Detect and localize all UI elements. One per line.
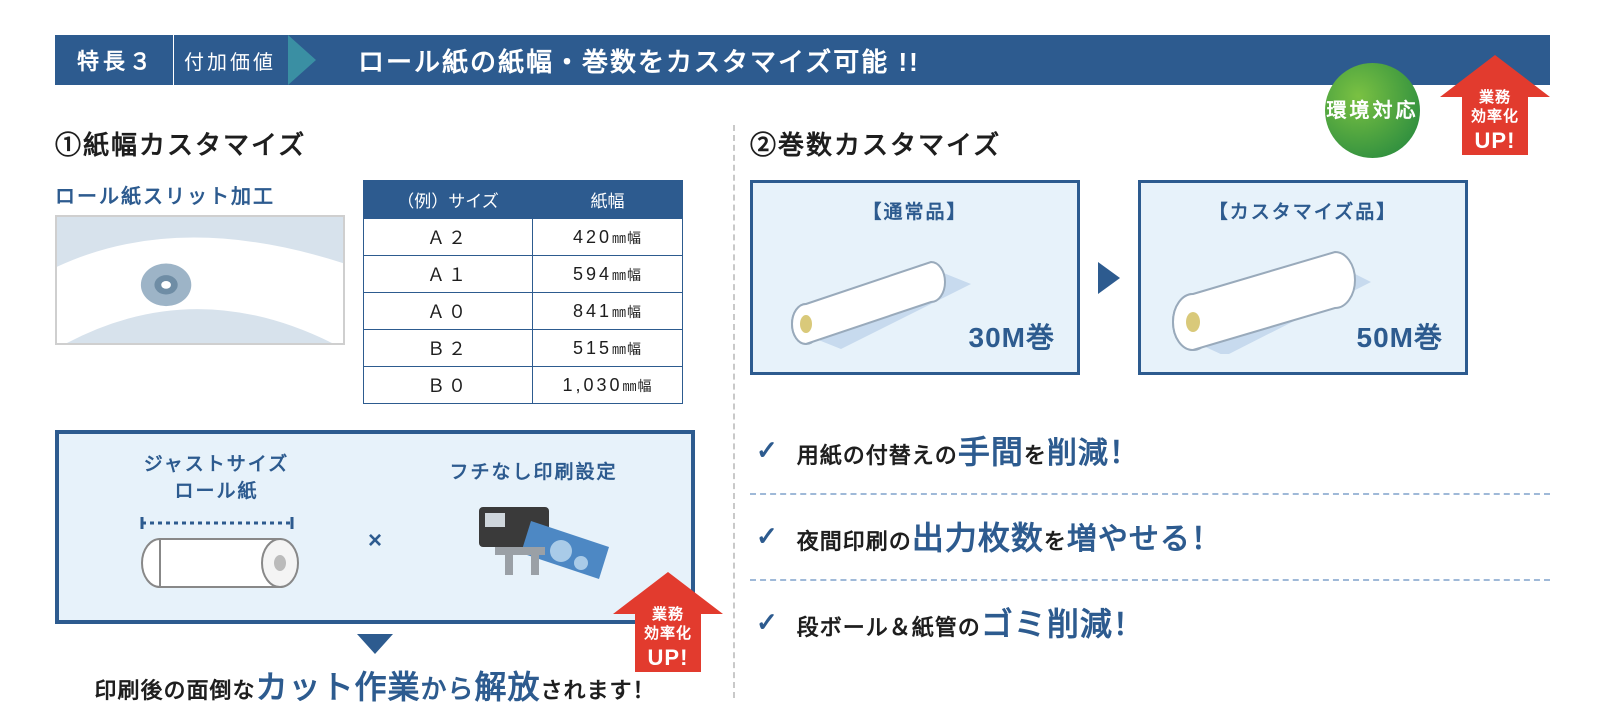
check-icon: ✓ bbox=[756, 435, 779, 466]
badge-text: UP! bbox=[648, 645, 689, 670]
table-row: Ａ０841㎜幅 bbox=[364, 293, 683, 330]
table-header: （例）サイズ bbox=[364, 181, 533, 219]
just-size-card: ジャストサイズロール紙 × フチなし印刷設定 bbox=[55, 430, 695, 624]
efficiency-up-badge: 業務 効率化 UP! bbox=[1440, 55, 1550, 155]
roll-small-icon bbox=[771, 244, 991, 354]
badge-text: 効率化 bbox=[1471, 108, 1519, 125]
table-row: Ｂ０1,030㎜幅 bbox=[364, 367, 683, 404]
benefit-text: 段ボール＆紙管のゴミ削減！ bbox=[797, 599, 1144, 645]
arrow-right-icon bbox=[1098, 262, 1120, 294]
roll-paper-icon bbox=[132, 515, 302, 595]
badge-text: 業務 bbox=[652, 606, 684, 623]
feature-header: 特長３ 付加価値 ロール紙の紙幅・巻数をカスタマイズ可能 !! bbox=[55, 35, 1550, 85]
eco-badge: 環境対応 bbox=[1325, 63, 1420, 158]
benefit-item: ✓ 夜間印刷の出力枚数を増やせる！ bbox=[750, 495, 1550, 581]
slit-illustration bbox=[55, 215, 345, 345]
tagline-em: 解放 bbox=[475, 669, 541, 705]
table-cell: 515㎜幅 bbox=[532, 330, 682, 367]
table-cell: 1,030㎜幅 bbox=[532, 367, 682, 404]
roll-large-icon bbox=[1159, 244, 1379, 354]
tagline-text: 印刷後の面倒な bbox=[94, 678, 255, 703]
table-cell: 420㎜幅 bbox=[532, 219, 682, 256]
badge-text: UP! bbox=[1475, 128, 1516, 153]
size-table: （例）サイズ 紙幅 Ａ２420㎜幅Ａ１594㎜幅Ａ０841㎜幅Ｂ２515㎜幅Ｂ０… bbox=[363, 180, 683, 404]
roll-size-label: 50M巻 bbox=[1357, 316, 1443, 356]
column-divider bbox=[733, 125, 735, 698]
benefit-item: ✓ 用紙の付替えの手間を削減！ bbox=[750, 409, 1550, 495]
tagline-text: されます！ bbox=[541, 678, 656, 703]
benefit-text: 夜間印刷の出力枚数を増やせる！ bbox=[797, 513, 1222, 559]
badge-text: 環境 bbox=[1327, 98, 1373, 124]
tagline-1: 印刷後の面倒なカット作業から解放されます！ bbox=[55, 662, 695, 708]
benefits-list: ✓ 用紙の付替えの手間を削減！ ✓ 夜間印刷の出力枚数を増やせる！ ✓ 段ボール＆紙管のゴ… bbox=[750, 409, 1550, 665]
benefit-item: ✓ 段ボール＆紙管のゴミ削減！ bbox=[750, 581, 1550, 665]
table-cell: Ｂ０ bbox=[364, 367, 533, 404]
times-icon: × bbox=[354, 527, 396, 555]
tagline-text: から bbox=[420, 674, 474, 704]
table-header: 紙幅 bbox=[532, 181, 682, 219]
table-cell: Ａ１ bbox=[364, 256, 533, 293]
section-roll-count: 環境対応 業務 効率化 UP! ②巻数カスタマイズ 【通常品】 30M巻 bbox=[750, 125, 1550, 708]
card-right-title: フチなし印刷設定 bbox=[396, 460, 671, 487]
roll-normal-card: 【通常品】 30M巻 bbox=[750, 180, 1080, 375]
roll-card-title: 【通常品】 bbox=[769, 197, 1061, 224]
table-row: Ａ１594㎜幅 bbox=[364, 256, 683, 293]
efficiency-up-badge: 業務 効率化 UP! bbox=[613, 572, 723, 672]
feature-subtitle: 付加価値 bbox=[173, 35, 298, 85]
header-arrow-bg bbox=[298, 35, 336, 85]
check-icon: ✓ bbox=[756, 521, 779, 552]
badge-text: 効率化 bbox=[644, 625, 692, 642]
feature-number: 特長３ bbox=[55, 35, 173, 85]
printer-icon bbox=[449, 497, 619, 587]
table-cell: Ｂ２ bbox=[364, 330, 533, 367]
benefit-text: 用紙の付替えの手間を削減！ bbox=[797, 427, 1140, 473]
card-title-line: ジャストサイズ bbox=[144, 454, 289, 475]
table-cell: 594㎜幅 bbox=[532, 256, 682, 293]
roll-card-title: 【カスタマイズ品】 bbox=[1157, 197, 1449, 224]
roll-size-label: 30M巻 bbox=[969, 316, 1055, 356]
table-row: Ｂ２515㎜幅 bbox=[364, 330, 683, 367]
section-title-2: ②巻数カスタマイズ bbox=[750, 125, 1550, 162]
section-title-1: ①紙幅カスタマイズ bbox=[55, 125, 695, 162]
chevron-right-icon bbox=[288, 35, 316, 85]
roll-custom-card: 【カスタマイズ品】 50M巻 bbox=[1138, 180, 1468, 375]
badge-text: 業務 bbox=[1479, 89, 1511, 106]
table-cell: Ａ０ bbox=[364, 293, 533, 330]
triangle-down-icon bbox=[357, 634, 393, 654]
table-cell: 841㎜幅 bbox=[532, 293, 682, 330]
check-icon: ✓ bbox=[756, 607, 779, 638]
card-left-title: ジャストサイズロール紙 bbox=[79, 452, 354, 505]
tagline-em: カット作業 bbox=[255, 669, 420, 705]
card-title-line: ロール紙 bbox=[174, 481, 258, 502]
table-cell: Ａ２ bbox=[364, 219, 533, 256]
badge-text: 対応 bbox=[1373, 98, 1419, 124]
slit-label: ロール紙スリット加工 bbox=[55, 180, 345, 209]
section-paper-width: ①紙幅カスタマイズ ロール紙スリット加工 （例）サイズ 紙幅 bbox=[55, 125, 695, 708]
table-row: Ａ２420㎜幅 bbox=[364, 219, 683, 256]
